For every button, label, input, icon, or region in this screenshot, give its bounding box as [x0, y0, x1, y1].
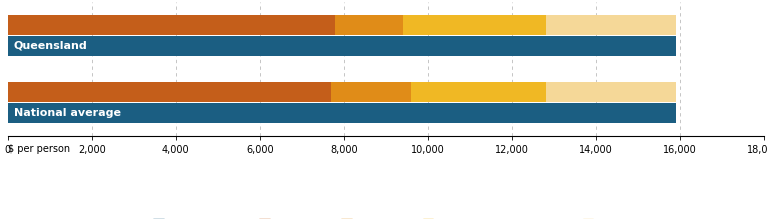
Bar	[336, 15, 402, 35]
Bar	[411, 82, 545, 102]
Bar	[545, 82, 676, 102]
Bar	[545, 15, 676, 35]
Text: $ per person: $ per person	[8, 144, 70, 154]
Bar	[402, 15, 545, 35]
Bar	[331, 82, 411, 102]
Bar	[8, 36, 676, 56]
Legend: Cost of services, State taxes, Borrowings, Commonwealth payments, GST: Cost of services, State taxes, Borrowing…	[149, 214, 623, 219]
Bar	[8, 82, 331, 102]
Text: Queensland: Queensland	[14, 41, 88, 51]
Text: National average: National average	[14, 108, 121, 118]
Bar	[8, 15, 336, 35]
Bar	[8, 102, 676, 123]
